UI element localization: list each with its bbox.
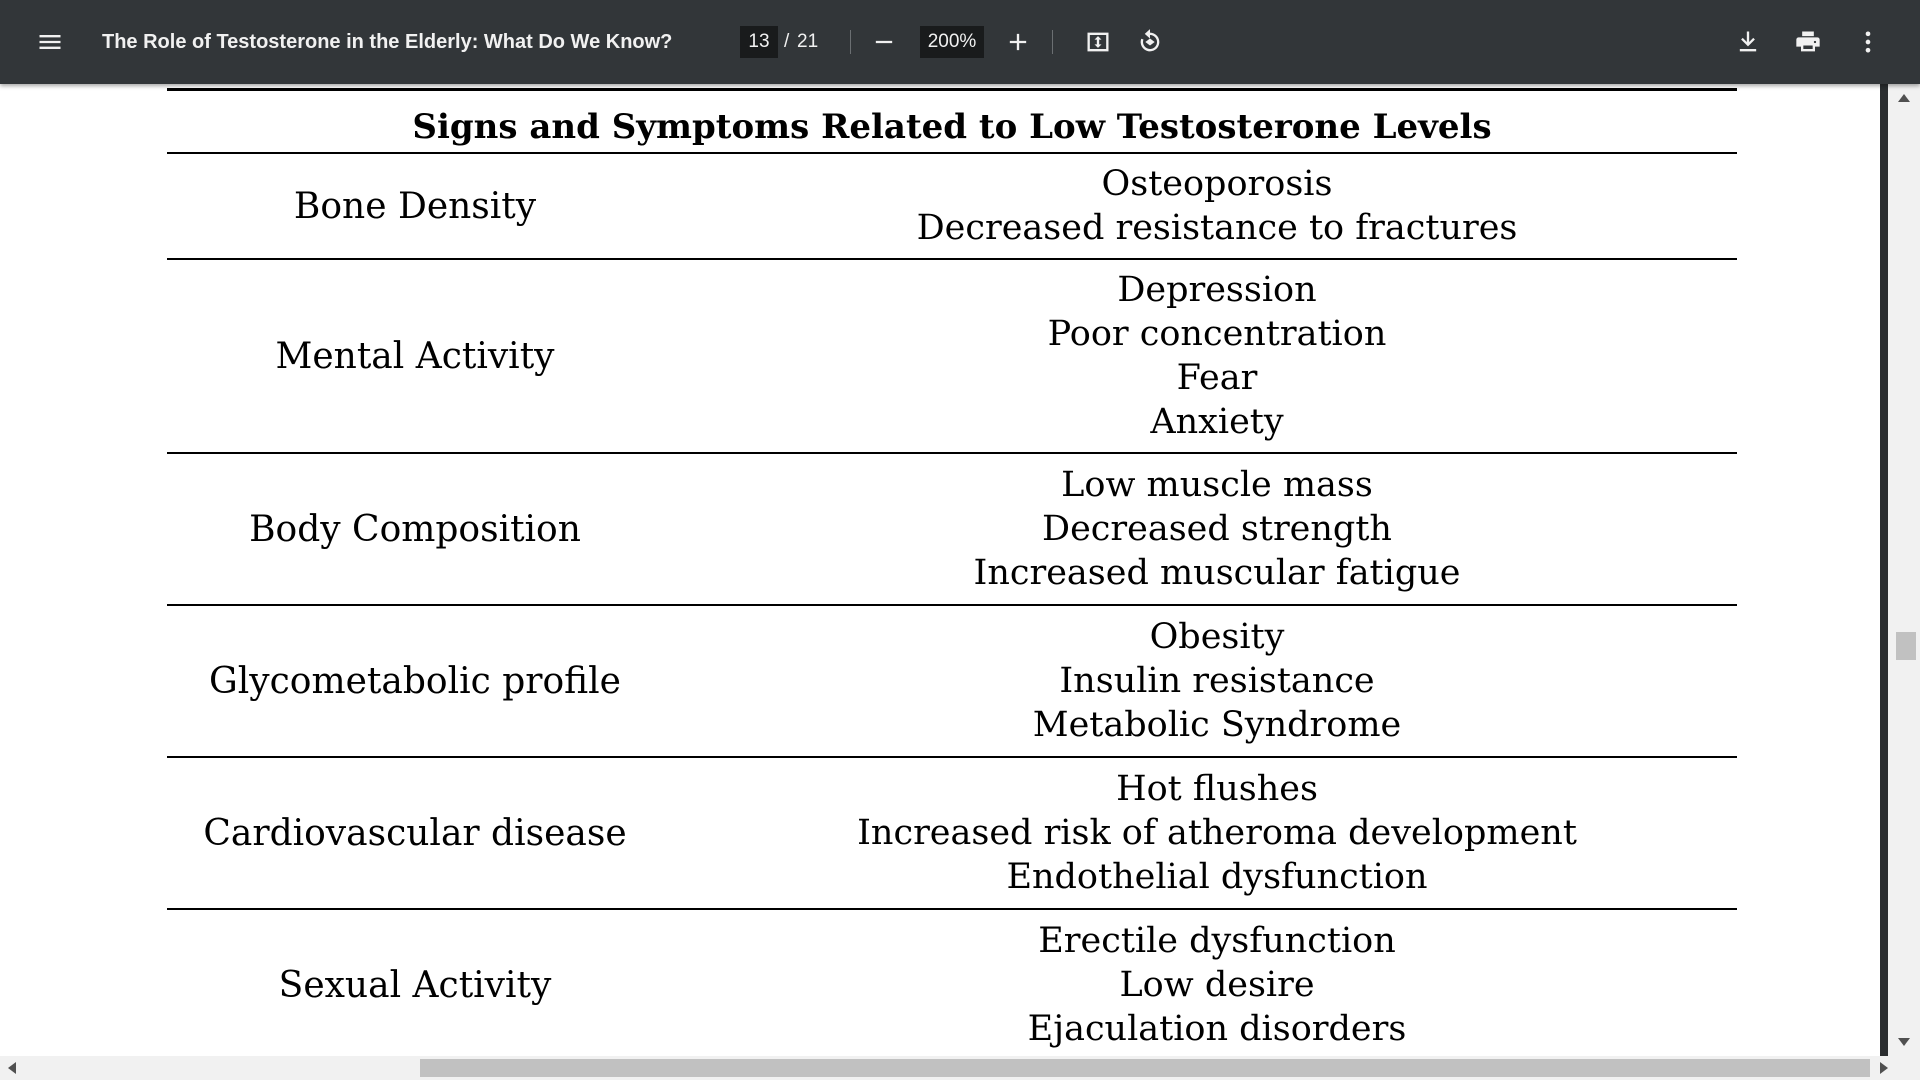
- horizontal-scroll-thumb[interactable]: [420, 1059, 1870, 1077]
- symptom-item: Anxiety: [1150, 402, 1284, 442]
- print-icon[interactable]: [1786, 20, 1830, 64]
- zoom-input[interactable]: [920, 26, 984, 58]
- page-total: 21: [797, 31, 819, 52]
- download-icon[interactable]: [1726, 20, 1770, 64]
- row-symptoms: Low muscle mass Decreased strength Incre…: [697, 454, 1737, 604]
- table-row: Bone Density Osteoporosis Decreased resi…: [167, 154, 1737, 258]
- row-symptoms: Erectile dysfunction Low desire Ejaculat…: [697, 910, 1737, 1056]
- scroll-left-arrow-icon[interactable]: [8, 1062, 16, 1074]
- symptom-item: Hot flushes: [1116, 769, 1318, 809]
- table-row: Glycometabolic profile Obesity Insulin r…: [167, 606, 1737, 756]
- minus-icon[interactable]: [862, 20, 906, 64]
- symptom-item: Metabolic Syndrome: [1032, 705, 1402, 745]
- scroll-right-arrow-icon[interactable]: [1880, 1062, 1888, 1074]
- symptom-item: Fear: [1176, 358, 1258, 398]
- toolbar-divider: [850, 30, 851, 54]
- symptom-item: Insulin resistance: [1059, 661, 1375, 701]
- symptom-item: Increased muscular fatigue: [973, 553, 1461, 593]
- table-rule: [167, 152, 1737, 154]
- symptom-item: Erectile dysfunction: [1038, 921, 1396, 961]
- symptom-item: Low desire: [1119, 965, 1315, 1005]
- symptom-item: Decreased resistance to fractures: [916, 208, 1518, 248]
- document-viewer[interactable]: Signs and Symptoms Related to Low Testos…: [0, 84, 1880, 1056]
- page-number-input[interactable]: [740, 26, 778, 58]
- symptom-item: Depression: [1117, 270, 1317, 310]
- symptom-item: Osteoporosis: [1101, 164, 1333, 204]
- row-category: Body Composition: [249, 508, 581, 550]
- row-symptoms: Depression Poor concentration Fear Anxie…: [697, 260, 1737, 452]
- document-title: The Role of Testosterone in the Elderly:…: [102, 31, 673, 53]
- row-symptoms: Osteoporosis Decreased resistance to fra…: [697, 154, 1737, 258]
- pdf-page: Signs and Symptoms Related to Low Testos…: [167, 84, 1737, 1056]
- scrollbar-gutter: [1880, 84, 1888, 1056]
- toolbar-divider: [1052, 30, 1053, 54]
- row-symptoms: Obesity Insulin resistance Metabolic Syn…: [697, 606, 1737, 756]
- row-category: Cardiovascular disease: [203, 812, 627, 854]
- table-rule: [167, 452, 1737, 454]
- table-row: Cardiovascular disease Hot flushes Incre…: [167, 758, 1737, 908]
- plus-icon[interactable]: [996, 20, 1040, 64]
- vertical-scroll-thumb[interactable]: [1896, 632, 1916, 660]
- page-separator: /: [784, 31, 790, 52]
- table-rule: [167, 258, 1737, 260]
- scroll-down-arrow-icon[interactable]: [1898, 1038, 1910, 1046]
- symptom-item: Decreased strength: [1042, 509, 1392, 549]
- row-symptoms: Hot flushes Increased risk of atheroma d…: [697, 758, 1737, 908]
- horizontal-scrollbar[interactable]: [0, 1056, 1920, 1080]
- table-row: Body Composition Low muscle mass Decreas…: [167, 454, 1737, 604]
- row-category: Mental Activity: [275, 335, 555, 377]
- symptom-item: Poor concentration: [1047, 314, 1387, 354]
- table-rule: [167, 756, 1737, 758]
- table-row: Sexual Activity Erectile dysfunction Low…: [167, 910, 1737, 1056]
- vertical-scrollbar[interactable]: [1880, 84, 1920, 1056]
- pdf-toolbar: The Role of Testosterone in the Elderly:…: [0, 0, 1920, 84]
- symptom-item: Low muscle mass: [1061, 465, 1373, 505]
- row-category: Sexual Activity: [278, 964, 552, 1006]
- fit-page-icon[interactable]: [1076, 20, 1120, 64]
- rotate-icon[interactable]: [1128, 20, 1172, 64]
- scroll-up-arrow-icon[interactable]: [1898, 94, 1910, 102]
- table-title: Signs and Symptoms Related to Low Testos…: [412, 107, 1492, 147]
- more-vert-icon[interactable]: [1846, 20, 1890, 64]
- table-row: Mental Activity Depression Poor concentr…: [167, 260, 1737, 452]
- table-top-rule: [167, 88, 1737, 91]
- symptom-item: Ejaculation disorders: [1027, 1009, 1407, 1049]
- symptom-item: Obesity: [1149, 617, 1285, 657]
- symptom-item: Increased risk of atheroma development: [857, 813, 1577, 853]
- row-category: Glycometabolic profile: [209, 660, 621, 702]
- table-rule: [167, 604, 1737, 606]
- symptom-item: Endothelial dysfunction: [1006, 857, 1428, 897]
- row-category: Bone Density: [293, 185, 537, 227]
- menu-icon[interactable]: [28, 20, 72, 64]
- table-rule: [167, 908, 1737, 910]
